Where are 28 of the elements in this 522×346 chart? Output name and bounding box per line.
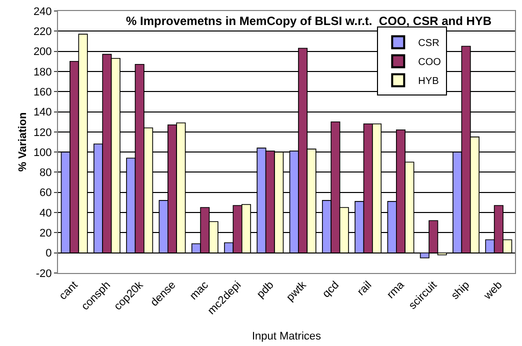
x-tick-label: mac xyxy=(188,278,212,302)
y-tick-label: 140 xyxy=(33,106,52,119)
y-tick-label: 120 xyxy=(33,126,52,139)
y-tick-label: 40 xyxy=(40,207,52,220)
legend-label: COO xyxy=(418,57,442,68)
x-tick-label: cant xyxy=(57,279,80,302)
y-tick-label: 160 xyxy=(33,86,52,98)
y-tick-label: 0 xyxy=(46,248,52,260)
x-tick-label: web xyxy=(481,279,505,303)
x-axis-title: Input Matrices xyxy=(252,330,322,342)
y-tick-label: 20 xyxy=(40,228,52,240)
y-tick-label: 220 xyxy=(33,26,52,38)
y-tick-label: 100 xyxy=(33,146,52,159)
legend-label: HYB xyxy=(418,76,440,88)
y-tick-label: -20 xyxy=(36,268,52,280)
y-tick-label: 240 xyxy=(33,6,52,18)
y-axis-title: % Variation xyxy=(17,112,30,172)
chart-title: % Improvemetns in MemCopy of BLSI w.r.t. COO, CSR and HYB xyxy=(126,14,492,28)
y-tick-label: 180 xyxy=(33,66,52,78)
legend-label: CSR xyxy=(418,38,440,50)
x-tick-label: pdb xyxy=(254,279,276,301)
x-tick-label: ship xyxy=(449,279,472,302)
y-tick-label: 80 xyxy=(40,167,52,180)
y-tick-label: 60 xyxy=(40,187,52,200)
y-tick-label: 200 xyxy=(33,46,52,58)
x-tick-label: qcd xyxy=(320,279,342,300)
x-tick-label: rma xyxy=(384,278,408,302)
x-tick-label: rail xyxy=(355,279,374,298)
